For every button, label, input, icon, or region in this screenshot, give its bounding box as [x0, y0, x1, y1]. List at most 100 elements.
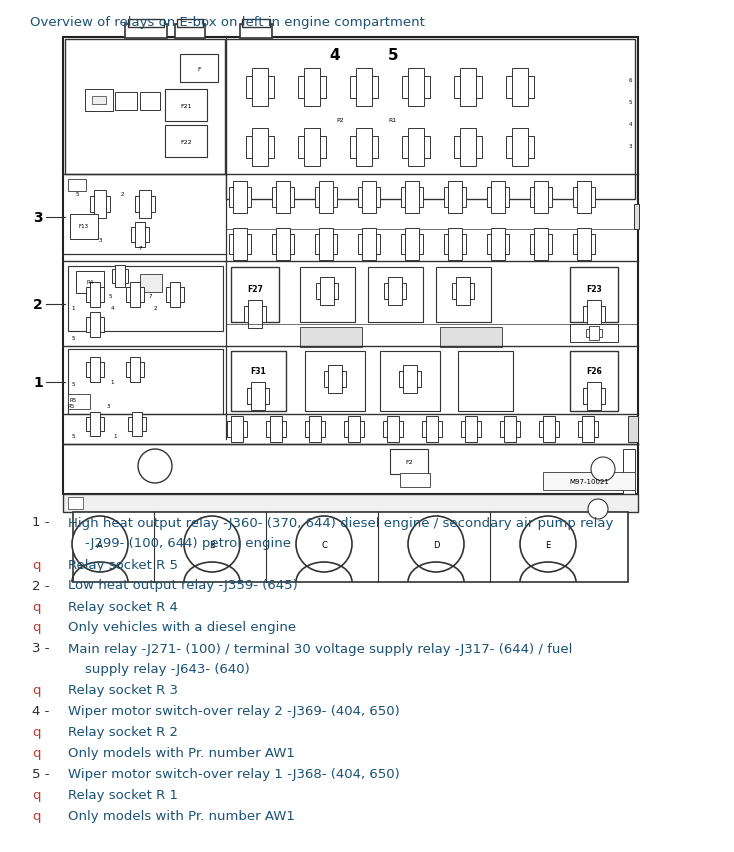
Text: Low heat output relay -J359- (645): Low heat output relay -J359- (645)	[68, 579, 298, 592]
Bar	[402, 136, 430, 159]
Bar	[68, 267, 223, 331]
Text: 3 -: 3 -	[32, 642, 49, 654]
Text: 5: 5	[108, 293, 112, 298]
Bar	[231, 417, 243, 442]
Text: Overview of relays on E-box on left in engine compartment: Overview of relays on E-box on left in e…	[30, 15, 425, 28]
Bar	[491, 181, 504, 214]
Text: Only models with Pr. number AW1: Only models with Pr. number AW1	[68, 809, 295, 822]
Bar	[115, 93, 137, 111]
Bar	[405, 181, 418, 214]
Bar	[128, 417, 146, 432]
Text: q: q	[32, 809, 40, 822]
Bar	[457, 278, 470, 306]
Bar	[90, 412, 101, 436]
Bar	[305, 422, 325, 437]
Bar	[407, 129, 424, 167]
Bar	[321, 278, 333, 306]
Text: E: E	[545, 540, 550, 549]
Text: Relay socket R 4: Relay socket R 4	[68, 600, 178, 613]
Bar	[487, 188, 509, 207]
Bar	[131, 412, 142, 436]
Circle shape	[296, 516, 352, 573]
Bar	[452, 283, 474, 300]
Text: Only models with Pr. number AW1: Only models with Pr. number AW1	[68, 746, 295, 760]
Bar	[277, 228, 290, 261]
Bar	[534, 181, 548, 214]
Bar	[512, 129, 528, 167]
Text: 7: 7	[148, 293, 152, 298]
Bar	[166, 287, 184, 302]
Bar	[583, 389, 605, 405]
Bar	[402, 77, 430, 100]
Text: D: D	[433, 540, 439, 549]
Bar	[368, 268, 423, 323]
Bar	[543, 417, 555, 442]
Bar	[628, 417, 638, 442]
Bar	[227, 422, 247, 437]
Bar	[70, 215, 98, 239]
Bar	[252, 383, 264, 411]
Bar	[506, 136, 534, 159]
Bar	[426, 417, 438, 442]
Bar	[461, 422, 481, 437]
Bar	[65, 40, 225, 175]
Bar	[570, 352, 618, 412]
Text: F: F	[197, 66, 201, 72]
Text: F27: F27	[247, 285, 263, 294]
Bar	[543, 473, 635, 491]
Bar	[86, 362, 104, 377]
Text: 4: 4	[330, 48, 341, 62]
Bar	[246, 136, 274, 159]
Bar	[131, 227, 149, 242]
Text: -J299- (100, 644) petrol engine: -J299- (100, 644) petrol engine	[85, 537, 291, 550]
Bar	[68, 349, 223, 415]
Bar	[491, 228, 504, 261]
Text: Only vehicles with a diesel engine: Only vehicles with a diesel engine	[68, 621, 296, 634]
Bar	[266, 422, 286, 437]
Bar	[350, 136, 378, 159]
Bar	[300, 268, 355, 323]
Text: q: q	[32, 621, 40, 634]
Bar	[583, 306, 605, 323]
Bar	[448, 181, 462, 214]
Text: Relay socket R 1: Relay socket R 1	[68, 789, 178, 802]
Text: A: A	[97, 540, 103, 549]
Text: 4: 4	[110, 305, 114, 310]
Bar	[350, 77, 378, 100]
Bar	[165, 126, 207, 158]
Text: 4 -: 4 -	[32, 705, 49, 717]
Circle shape	[408, 516, 464, 573]
Bar	[324, 371, 346, 388]
Bar	[305, 352, 365, 412]
Text: C: C	[321, 540, 327, 549]
Bar	[130, 357, 140, 382]
Bar	[578, 228, 591, 261]
Bar	[506, 77, 534, 100]
Text: R4: R4	[87, 280, 94, 285]
Text: 5 -: 5 -	[32, 768, 49, 780]
Bar	[246, 77, 274, 100]
Bar	[358, 235, 380, 254]
Bar	[135, 196, 155, 213]
Bar	[355, 129, 372, 167]
Bar	[440, 328, 502, 348]
Bar	[582, 417, 594, 442]
Bar	[363, 181, 376, 214]
Text: 5: 5	[71, 382, 75, 387]
Circle shape	[520, 516, 576, 573]
Bar	[229, 188, 251, 207]
Bar	[384, 283, 406, 300]
Bar	[436, 268, 491, 323]
Text: M97-10021: M97-10021	[569, 479, 609, 485]
Bar	[534, 228, 548, 261]
Bar	[316, 283, 338, 300]
Bar	[539, 422, 559, 437]
Bar	[634, 204, 639, 230]
Text: 3: 3	[628, 143, 632, 148]
Text: 5: 5	[71, 335, 75, 340]
Bar	[233, 181, 247, 214]
Bar	[304, 129, 321, 167]
Text: Relay socket R 5: Relay socket R 5	[68, 558, 178, 571]
Text: Relay socket R 3: Relay socket R 3	[68, 683, 178, 697]
Bar	[454, 136, 482, 159]
